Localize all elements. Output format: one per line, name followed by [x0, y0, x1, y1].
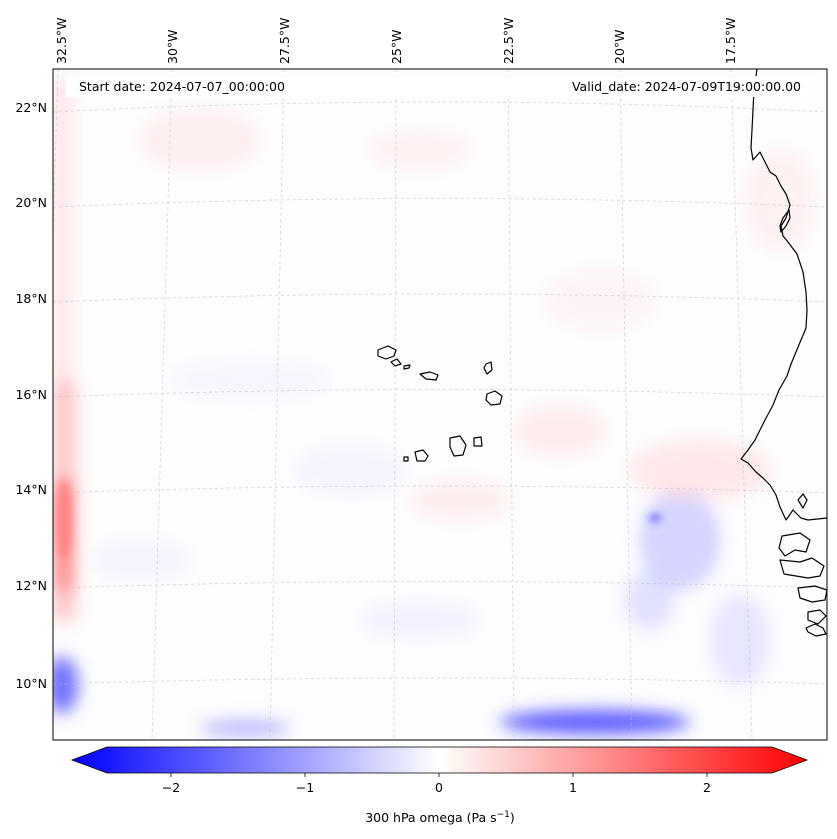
- colorbar-tick-label: 0: [435, 780, 443, 795]
- lat-label: 10°N: [15, 676, 47, 691]
- omega-field: [53, 69, 827, 740]
- lon-label: 27.5°W: [277, 18, 292, 64]
- cape-verde-islands: [377, 345, 397, 360]
- lon-label: 25°W: [389, 29, 404, 64]
- latitude-labels: 22°N 20°N 18°N 16°N 14°N 12°N 10°N: [15, 100, 47, 691]
- colorbar-tick-label: −1: [296, 780, 314, 795]
- lon-label: 22.5°W: [501, 18, 516, 64]
- colorbar-tick-label: 1: [569, 780, 577, 795]
- colorbar-body: [70, 746, 809, 774]
- colorbar: −2 −1 0 1 2 300 hPa omega (Pa s−1): [70, 746, 809, 825]
- coastline: [377, 69, 827, 637]
- graticule: [53, 69, 827, 740]
- africa-coastline: [740, 69, 827, 521]
- lat-label: 22°N: [15, 100, 47, 115]
- start-date-label: Start date: 2024-07-07_00:00:00: [79, 79, 285, 94]
- colorbar-tick-label: 2: [703, 780, 711, 795]
- lon-label: 20°W: [612, 29, 627, 64]
- lon-label: 17.5°W: [723, 18, 738, 64]
- colorbar-title: 300 hPa omega (Pa s−1): [365, 810, 515, 825]
- lat-label: 12°N: [15, 578, 47, 593]
- lat-label: 18°N: [15, 291, 47, 306]
- lat-label: 16°N: [15, 387, 47, 402]
- valid-date-label: Valid_date: 2024-07-09T19:00:00.00: [572, 79, 801, 94]
- lon-label: 30°W: [165, 29, 180, 64]
- lat-label: 14°N: [15, 482, 47, 497]
- colorbar-ticks: [170, 773, 708, 777]
- header-banner: [66, 76, 814, 97]
- lon-label: 32.5°W: [54, 18, 69, 64]
- longitude-labels: 32.5°W 30°W 27.5°W 25°W 22.5°W 20°W 17.5…: [54, 18, 738, 64]
- colorbar-tick-label: −2: [162, 780, 180, 795]
- lat-label: 20°N: [15, 195, 47, 210]
- map-frame: [52, 68, 828, 741]
